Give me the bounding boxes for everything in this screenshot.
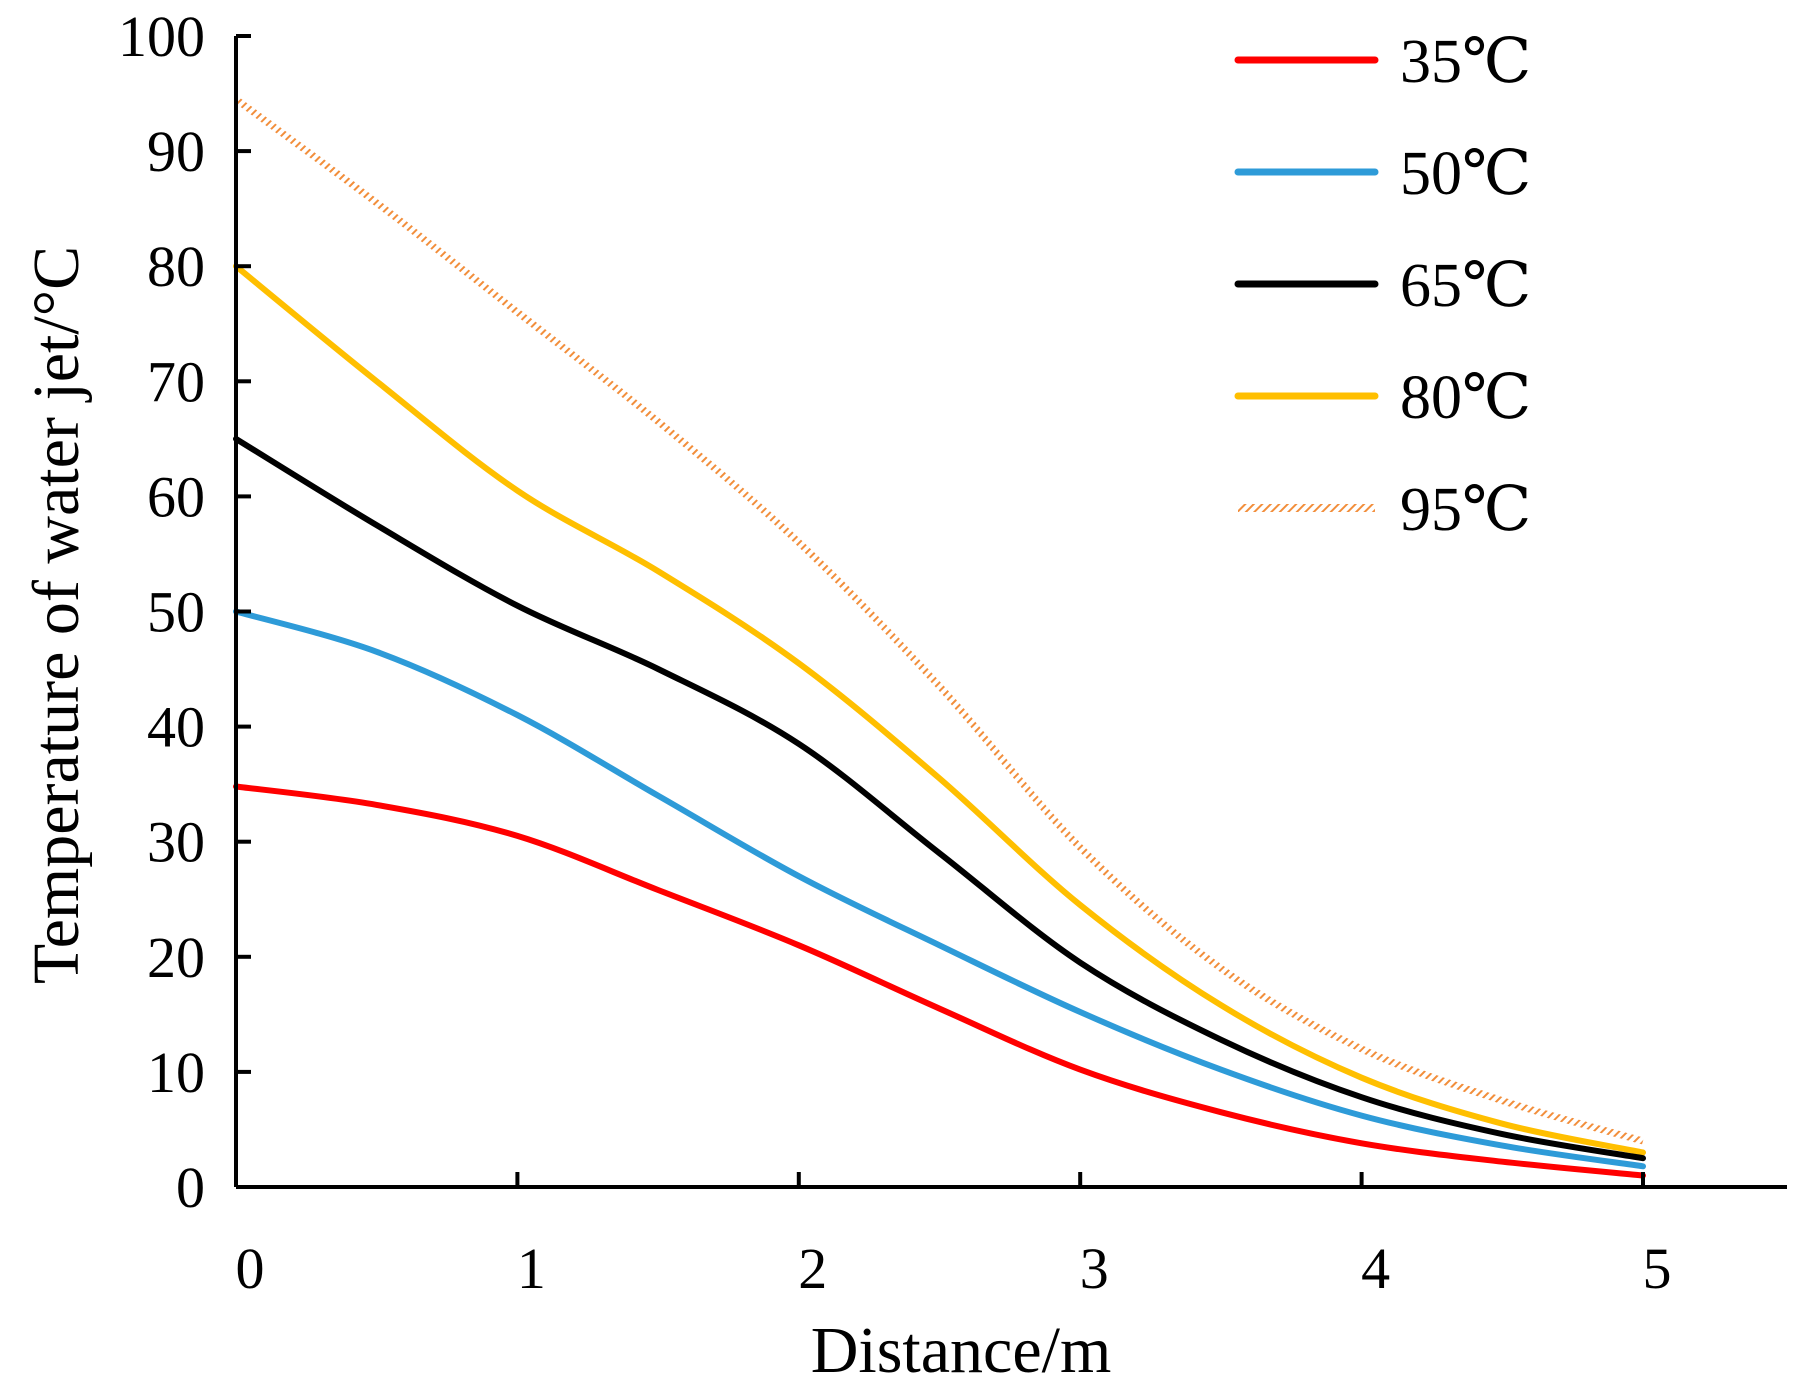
legend-label: 80℃ xyxy=(1400,364,1531,432)
y-tick-label: 80 xyxy=(147,234,205,299)
x-tick-label: 4 xyxy=(1361,1236,1390,1301)
series-line-3 xyxy=(233,263,1646,1156)
legend-label: 35℃ xyxy=(1400,28,1531,96)
x-tick-label: 2 xyxy=(798,1236,827,1301)
y-tick-label: 20 xyxy=(147,925,205,990)
legend-label: 50℃ xyxy=(1400,140,1531,208)
x-tick-label: 1 xyxy=(517,1236,546,1301)
legend-label: 65℃ xyxy=(1400,252,1531,320)
y-tick-label: 30 xyxy=(147,810,205,875)
y-tick-label: 100 xyxy=(118,4,205,69)
series-line-4 xyxy=(233,96,1644,1145)
y-tick-label: 50 xyxy=(147,580,205,645)
y-tick-label: 10 xyxy=(147,1040,205,1105)
legend-label: 95℃ xyxy=(1400,476,1531,544)
y-tick-label: 70 xyxy=(147,349,205,414)
x-tick-label: 0 xyxy=(236,1236,265,1301)
axes xyxy=(234,34,1787,1189)
y-tick-label: 0 xyxy=(176,1155,205,1220)
x-axis-title: Distance/m xyxy=(811,1314,1112,1387)
y-tick-label: 60 xyxy=(147,464,205,529)
tick-labels: 0 10 20 30 40 50 60 70 80 90 100 0 1 2 3 4 5 xyxy=(118,4,1672,1301)
x-tick-label: 3 xyxy=(1080,1236,1109,1301)
y-tick-label: 40 xyxy=(147,695,205,760)
y-axis-title: Temperature of water jet/°C xyxy=(20,246,93,984)
series-layer xyxy=(233,96,1646,1179)
series-line-0 xyxy=(233,783,1646,1179)
y-tick-label: 90 xyxy=(147,119,205,184)
series-line-1 xyxy=(233,608,1646,1170)
x-tick-label: 5 xyxy=(1643,1236,1672,1301)
series-line-2 xyxy=(233,435,1646,1162)
legend: 35℃ 50℃ 65℃ 80℃ 95℃ xyxy=(1234,28,1531,544)
